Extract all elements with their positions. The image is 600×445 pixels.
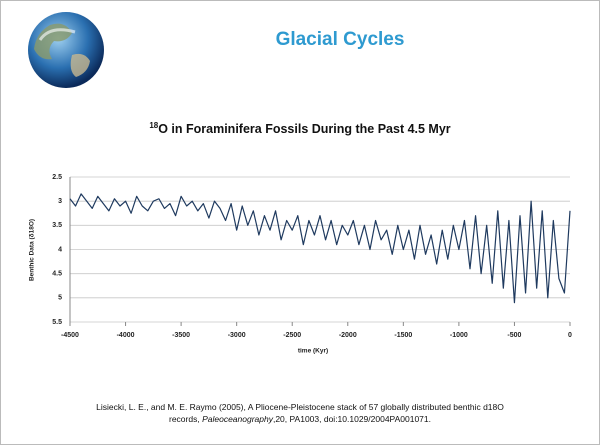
x-tick-label: -1000 [450,332,468,339]
x-tick-label: -2500 [283,332,301,339]
subtitle-text: O in Foraminifera Fossils During the Pas… [158,122,451,136]
y-tick-label: 4 [58,246,62,253]
y-tick-label: 2.5 [52,174,62,181]
x-tick-label: -1500 [394,332,412,339]
globe-icon [28,12,104,88]
x-tick-label: -4500 [61,332,79,339]
x-tick-label: -500 [507,332,521,339]
x-axis-label: time (Kyr) [298,348,328,355]
y-tick-label: 3 [58,198,62,205]
citation-line1: Lisiecki, L. E., and M. E. Raymo (2005),… [96,402,504,412]
x-tick-label: -3500 [172,332,190,339]
y-tick-label: 3.5 [52,222,62,229]
subtitle-sup: 18 [149,121,158,130]
y-tick-label: 5 [58,295,62,302]
citation-journal: Paleoceanography [202,414,274,424]
data-line [69,193,571,304]
x-tick-label: -3000 [228,332,246,339]
y-axis-label: Benthic Data (δ18O) [29,219,36,281]
y-tick-label: 4.5 [52,271,62,278]
citation-part1: Lisiecki, L. E., and M. E. Raymo (2005),… [96,402,504,412]
chart-subtitle: 18O in Foraminifera Fossils During the P… [149,121,450,136]
slide-title: Glacial Cycles [276,29,405,50]
citation-part2: ,20, PA1003, doi:10.1029/2004PA001071. [273,414,431,424]
x-tick-label: -4000 [117,332,135,339]
x-tick-label: -2000 [339,332,357,339]
citation-part1-tail: records, [169,414,202,424]
x-tick-label: 0 [568,332,572,339]
y-tick-label: 5.5 [52,319,62,326]
citation-line2: records, Paleoceanography,20, PA1003, do… [169,414,431,424]
